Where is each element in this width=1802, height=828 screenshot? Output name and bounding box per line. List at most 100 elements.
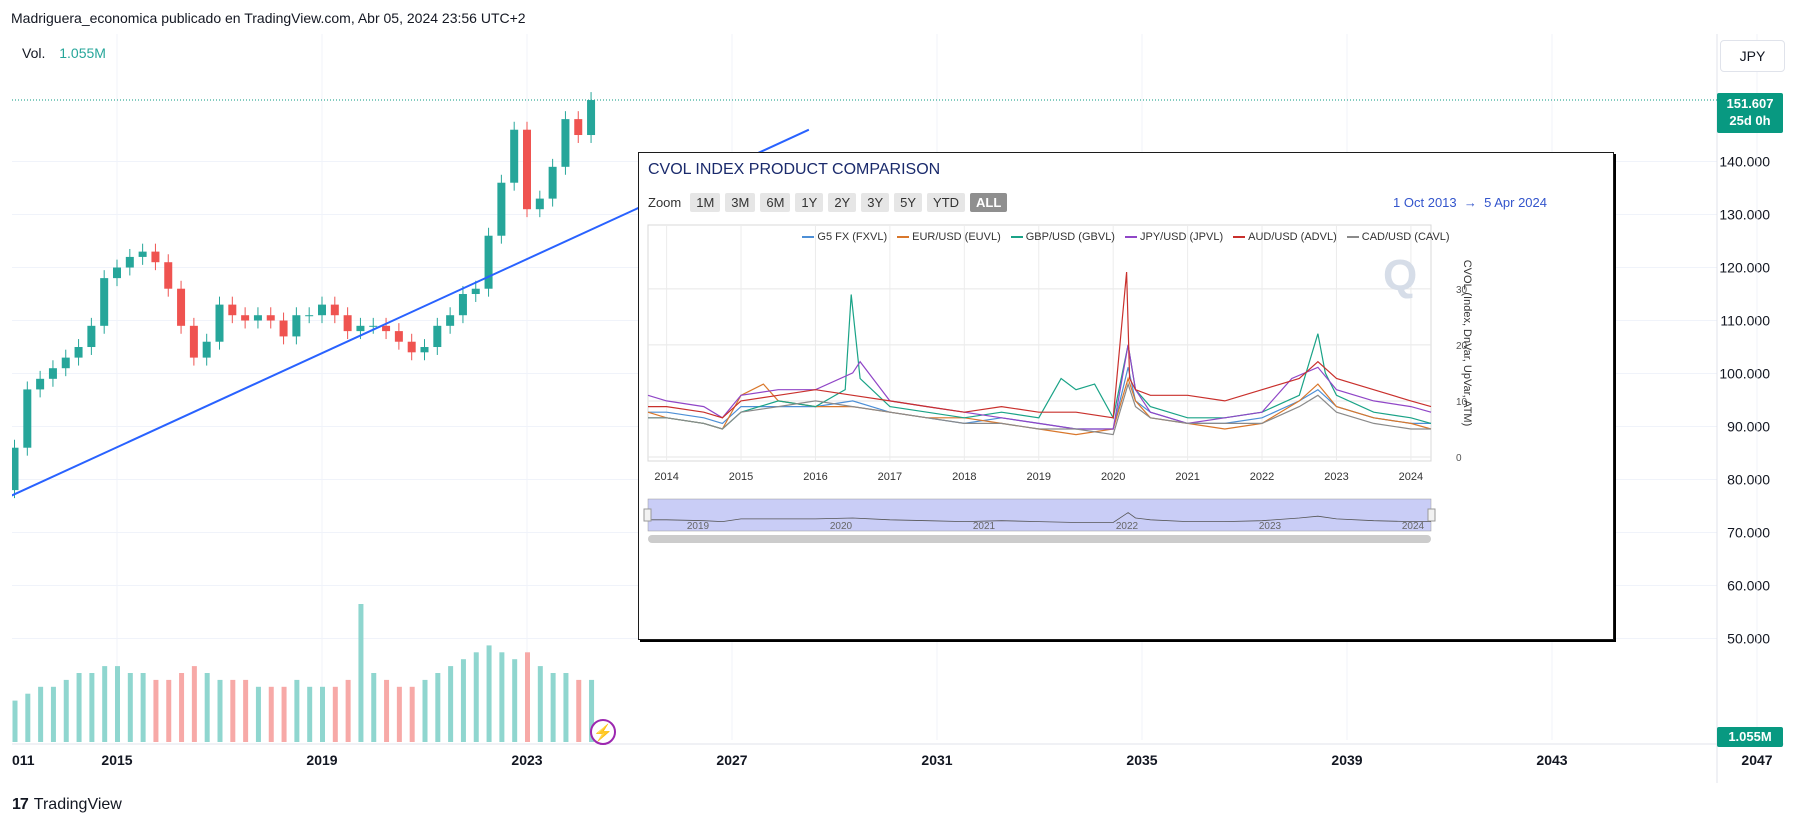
zoom-5y-button[interactable]: 5Y [894,193,923,212]
volume-bar [422,679,428,742]
date-to[interactable]: 5 Apr 2024 [1484,195,1547,210]
series-line [648,382,1431,436]
candle-body [510,129,519,183]
candle-body [433,325,442,348]
volume-bar [460,659,466,742]
legend-item[interactable]: GBP/USD (GBVL) [1010,231,1115,243]
legend-item[interactable]: AUD/USD (ADVL) [1233,231,1337,243]
candle-body [266,315,275,321]
legend-item[interactable]: G5 FX (FXVL) [802,231,887,243]
volume-bar [435,673,441,742]
volume-bar [384,679,390,742]
plot-area [647,224,1432,462]
candle-body [48,368,57,379]
zoom-all-button[interactable]: ALL [970,193,1008,212]
volume-bar [115,666,120,742]
volume-legend: Vol. 1.055M [22,45,106,61]
x-tick-label: 2023 [1324,471,1348,483]
navigator-mask [647,498,1432,532]
x-tick-label: 2015 [729,471,753,483]
zoom-2y-button[interactable]: 2Y [828,193,857,212]
zoom-6m-button[interactable]: 6M [760,193,791,212]
volume-bar [204,673,210,742]
price-axis-label: 70.000 [1727,525,1770,541]
volume-bar [166,679,172,742]
time-axis-label: 2031 [921,752,952,768]
volume-bar [268,686,274,742]
navigator-year-label: 2023 [1259,521,1282,532]
volume-bar [320,686,325,742]
price-axis-label: 110.000 [1720,313,1770,329]
candle-body [343,315,352,332]
candle-body [151,251,160,263]
date-from[interactable]: 1 Oct 2013 [1393,195,1457,210]
zoom-label: Zoom [648,195,682,210]
tradingview-logo[interactable]: 17 TradingView [12,796,122,814]
cvol-line-chart: 0 10 20 30 2014 2015 2016 2017 2018 2019 2020 2021 2… [643,224,1473,543]
legend-item[interactable]: JPY/USD (JPVL) [1124,231,1223,243]
volume-bar [140,673,146,742]
candle-body [420,347,429,353]
volume-bar [409,686,415,742]
publish-info: Madriguera_economica publicado en Tradin… [11,10,526,26]
x-tick-label: 2022 [1250,471,1274,483]
candle-body [279,320,288,337]
price-axis-label: 140.000 [1719,154,1770,170]
x-tick-label: 2019 [1027,471,1051,483]
volume-bar [38,686,44,742]
candle-body [497,182,506,236]
legend-item[interactable]: EUR/USD (EUVL) [897,231,1001,243]
volume-bar [525,652,530,742]
candle-body [458,294,467,316]
navigator-line [648,512,1431,523]
candle-body [253,315,262,321]
zoom-3m-button[interactable]: 3M [725,193,756,212]
legend-label: EUR/USD (EUVL) [912,231,1001,243]
candle-body [484,235,493,289]
zoom-1m-button[interactable]: 1M [690,193,721,212]
price-axis-label: 120.000 [1719,260,1770,276]
candle-body [228,304,237,316]
currency-button[interactable]: JPY [1720,40,1785,72]
volume-bar [191,666,197,742]
y-tick-label: 20 [1456,341,1468,352]
volume-bar [25,693,31,742]
navigator-year-label: 2022 [1116,521,1139,532]
candle-body [407,341,416,353]
series-line [648,294,1432,430]
volume-bar [332,686,338,742]
x-tick-label: 2024 [1399,471,1423,483]
legend-item[interactable]: CAD/USD (CAVL) [1346,231,1450,243]
volume-bar [550,673,556,742]
lightning-icon[interactable]: ⚡ [590,719,616,745]
series-legend: G5 FX (FXVL) EUR/USD (EUVL) GBP/USD (GBVL)… [639,231,1613,243]
candle-body [177,288,186,326]
candle-body [202,341,211,358]
candle-body [215,304,224,342]
zoom-3y-button[interactable]: 3Y [861,193,890,212]
volume-legend-label: Vol. [22,45,46,61]
series-line [647,376,1432,436]
candle-body [36,378,45,390]
volume-bar [217,679,223,742]
legend-swatch [1233,236,1246,238]
last-price-value: 151.607 [1726,96,1774,111]
volume-legend-value: 1.055M [59,45,106,61]
legend-swatch [1124,236,1137,238]
price-axis-label: 130.000 [1719,207,1770,223]
date-range[interactable]: 1 Oct 2013 → 5 Apr 2024 [1393,195,1547,210]
legend-label: G5 FX (FXVL) [817,231,888,243]
legend-label: AUD/USD (ADVL) [1248,231,1337,243]
candle-body [548,166,557,199]
x-tick-label: 2017 [878,471,902,483]
navigator-year-label: 2021 [973,521,996,532]
volume-bar [448,666,454,742]
price-axis-label: 50.000 [1727,631,1770,647]
zoom-ytd-button[interactable]: YTD [927,193,966,212]
zoom-1y-button[interactable]: 1Y [795,193,824,212]
candle-body [12,447,19,491]
volume-bar [537,666,543,742]
legend-swatch [802,236,815,238]
last-price-tag: 151.607 25d 0h [1717,93,1783,133]
candle-body [574,119,583,136]
